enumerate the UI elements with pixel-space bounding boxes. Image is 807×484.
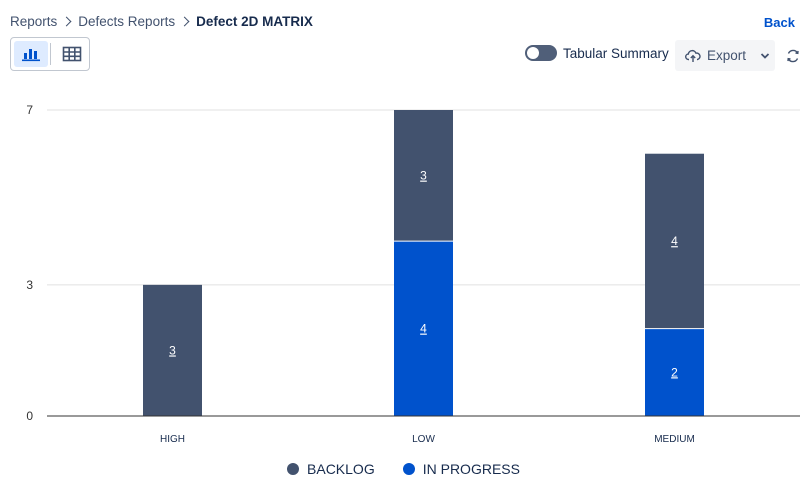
export-button[interactable]: Export bbox=[675, 40, 775, 71]
export-label: Export bbox=[707, 48, 747, 63]
legend-swatch bbox=[402, 463, 415, 475]
toggle-knob bbox=[527, 47, 539, 59]
data-label: 3 bbox=[420, 169, 427, 183]
data-label: 2 bbox=[671, 365, 678, 379]
chart-legend: BACKLOG IN PROGRESS bbox=[0, 461, 807, 477]
bar-chart-icon bbox=[21, 49, 40, 62]
table-view-button[interactable] bbox=[55, 41, 89, 67]
legend-swatch bbox=[287, 463, 300, 475]
bar-segment[interactable] bbox=[394, 241, 453, 416]
bar-segment[interactable] bbox=[394, 110, 453, 242]
legend-label: IN PROGRESS bbox=[422, 461, 520, 477]
bar-segment[interactable] bbox=[645, 328, 704, 416]
legend-label: BACKLOG bbox=[307, 461, 375, 477]
legend-item-in-progress[interactable]: IN PROGRESS bbox=[402, 461, 520, 477]
x-tick-label: HIGH bbox=[160, 434, 185, 445]
table-grid-icon bbox=[62, 46, 82, 62]
cloud-upload-icon bbox=[685, 49, 701, 62]
y-tick-label: 7 bbox=[26, 103, 33, 117]
page-title: Defect 2D MATRIX bbox=[196, 14, 313, 29]
x-tick-label: MEDIUM bbox=[654, 434, 695, 445]
chart-canvas: 0 3 7 3 HIGH 4 3 LOW 2 4 MEDIUM bbox=[26, 103, 800, 445]
data-label: 4 bbox=[671, 234, 678, 248]
bar-segment[interactable] bbox=[143, 284, 202, 416]
y-tick-label: 0 bbox=[26, 409, 33, 423]
view-toggle bbox=[10, 37, 90, 71]
breadcrumb-item-reports[interactable]: Reports bbox=[10, 14, 58, 29]
x-tick-label: LOW bbox=[412, 434, 435, 445]
chevron-down-icon bbox=[760, 52, 770, 59]
breadcrumb: Reports Defects Reports Defect 2D MATRIX bbox=[10, 14, 313, 29]
toggle-switch[interactable] bbox=[525, 45, 557, 61]
breadcrumb-item-defects-reports[interactable]: Defects Reports bbox=[78, 14, 176, 29]
data-label: 3 bbox=[169, 343, 176, 357]
chevron-right-icon bbox=[61, 16, 72, 27]
data-label: 4 bbox=[420, 322, 427, 336]
tabular-summary-toggle[interactable]: Tabular Summary bbox=[525, 45, 669, 61]
tabular-summary-label: Tabular Summary bbox=[563, 45, 669, 61]
back-link[interactable]: Back bbox=[763, 15, 795, 30]
divider bbox=[49, 43, 51, 65]
legend-item-backlog[interactable]: BACKLOG bbox=[287, 461, 375, 477]
refresh-icon[interactable] bbox=[784, 47, 802, 65]
bar-segment[interactable] bbox=[645, 153, 704, 329]
y-tick-label: 3 bbox=[26, 278, 33, 292]
chart-view-button[interactable] bbox=[14, 41, 48, 67]
stacked-bar-chart: 0 3 7 3 HIGH 4 3 LOW 2 4 MEDIUM bbox=[0, 90, 807, 455]
chevron-right-icon bbox=[179, 16, 190, 27]
